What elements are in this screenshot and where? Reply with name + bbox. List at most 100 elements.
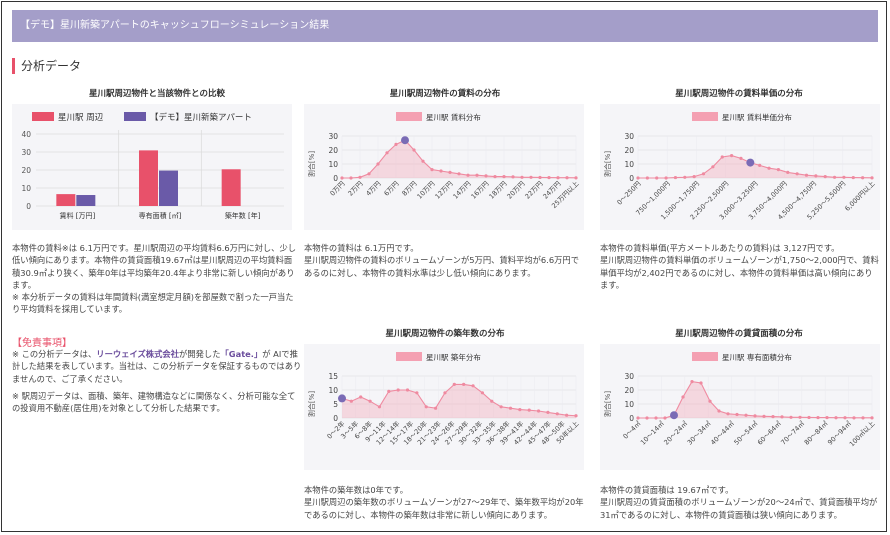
data-point <box>484 174 488 178</box>
chart-legend: 星川駅 賃料単価分布 <box>692 112 792 122</box>
data-point <box>511 175 515 179</box>
x-tick-label: 30～34㎡ <box>685 419 713 447</box>
disclaimer-paragraph-1: ※ この分析データは、リーウェイズ株式会社が開発した「Gate.」が AIで推計… <box>12 348 302 385</box>
y-tick-label: 30 <box>624 132 634 141</box>
data-point <box>529 175 533 179</box>
x-tick-label: 18万円 <box>487 179 508 200</box>
x-tick-label: 0万円 <box>328 179 346 197</box>
data-point <box>816 415 820 420</box>
area-dist-chart: 星川駅 専有面積分布 割合[%] 0 10 20 30 0～4㎡ 10～14㎡ 20～24㎡ 30… <box>600 344 880 470</box>
data-point <box>368 399 372 403</box>
data-point <box>645 176 649 180</box>
data-point <box>870 416 874 420</box>
data-point <box>861 416 865 420</box>
data-point <box>415 391 419 395</box>
legend-label: 星川駅 賃料分布 <box>426 112 481 122</box>
age-dist-description: 本物件の築年数は0年です。 星川駅周辺の築年数のボリュームゾーンが27～29年で… <box>304 485 584 520</box>
legend-swatch-area <box>32 112 54 121</box>
y-axis-label: 割合[%] <box>307 391 316 417</box>
chart-legend: 星川駅 専有面積分布 <box>692 352 792 362</box>
legend-swatch <box>396 112 422 121</box>
y-tick-label: 15 <box>328 372 338 381</box>
y-tick-label: 10 <box>328 386 338 395</box>
data-point <box>349 176 353 180</box>
property-marker <box>338 394 346 403</box>
data-point <box>717 409 721 413</box>
data-point <box>870 176 874 180</box>
data-point <box>367 172 371 176</box>
data-point <box>767 166 771 170</box>
data-point <box>861 176 865 180</box>
data-point <box>663 416 667 420</box>
y-tick-label: 0 <box>629 174 634 183</box>
x-tick-label: 20～24㎡ <box>662 419 690 447</box>
data-point <box>655 176 659 180</box>
data-point <box>814 174 818 178</box>
data-point <box>377 405 382 409</box>
data-point <box>546 410 550 414</box>
data-point <box>518 408 522 412</box>
legend-swatch-property <box>124 112 146 121</box>
x-tick-label: 6万円 <box>382 179 400 197</box>
x-tick-label: 2万円 <box>346 179 364 197</box>
property-marker <box>746 158 755 167</box>
data-point <box>424 405 428 409</box>
bar-property <box>76 195 96 206</box>
y-axis-label: 割合[%] <box>603 151 612 177</box>
x-tick-label: 16万円 <box>469 179 490 200</box>
property-marker <box>401 136 409 145</box>
x-tick-label: 22万円 <box>523 179 544 200</box>
legend-swatch <box>692 112 718 121</box>
unit-dist-title: 星川駅周辺物件の賃料単価の分布 <box>675 89 803 99</box>
legend-swatch <box>396 352 422 361</box>
data-point <box>699 381 703 385</box>
data-point <box>536 409 541 413</box>
data-point <box>730 154 734 158</box>
data-point <box>842 175 846 179</box>
compare-description: 本物件の賃料※は 6.1万円です。星川駅周辺の平均賃料6.6万円に対し、少し低い… <box>12 243 297 315</box>
area-dist-title: 星川駅周辺物件の賃貸面積の分布 <box>675 329 803 339</box>
x-tick-label: 6,000円以上 <box>843 179 877 213</box>
data-point <box>683 175 687 179</box>
y-tick-label: 20 <box>328 146 338 155</box>
rent-dist-chart: 星川駅 賃料分布 割合[%] 0 10 20 30 0万円 2万円 4万円 6万円 8万円 10万円 1… <box>304 104 584 230</box>
compare-bars <box>56 150 241 206</box>
x-tick-label: 4万円 <box>364 179 382 197</box>
data-point <box>739 156 743 160</box>
data-point <box>807 415 811 420</box>
x-tick-label: 10万円 <box>415 179 436 200</box>
rent-dist-description: 本物件の賃料は 6.1万円です。 星川駅周辺物件の賃料のボリュームゾーンが5万円… <box>304 243 580 278</box>
property-marker <box>670 411 678 420</box>
y-tick-label: 0 <box>629 414 634 423</box>
report-header: 【デモ】星川新築アパートのキャッシュフローシミュレーション結果 <box>12 10 878 42</box>
compare-grid: 0 10 20 30 40 <box>21 130 284 211</box>
data-point <box>520 175 524 179</box>
data-point <box>753 414 757 418</box>
data-point <box>493 175 497 179</box>
y-tick-label: 30 <box>328 132 338 141</box>
compare-chart-title: 星川駅周辺物件と当該物件との比較 <box>89 89 225 99</box>
y-tick-label: 20 <box>21 166 31 175</box>
unit-dist-chart: 星川駅 賃料単価分布 割合[%] 0 10 20 30 0～250円 750～1,000円 1,… <box>600 104 880 230</box>
data-point <box>776 168 780 172</box>
y-tick-label: 20 <box>624 146 634 155</box>
data-point <box>538 175 542 180</box>
y-tick-label: 0 <box>333 174 338 183</box>
category-label: 賃料 [万円] <box>59 211 95 220</box>
data-point <box>547 175 551 180</box>
data-point <box>771 415 775 419</box>
category-label: 専有面積 [㎡] <box>139 211 182 220</box>
data-point <box>394 142 398 146</box>
data-point <box>405 388 410 392</box>
data-point <box>502 175 506 179</box>
data-point <box>789 415 793 419</box>
data-point <box>673 175 678 180</box>
data-point <box>804 173 809 177</box>
y-tick-label: 10 <box>21 184 31 193</box>
data-point <box>843 416 847 420</box>
x-tick-label: 14万円 <box>451 179 472 200</box>
data-point <box>726 412 730 416</box>
data-point <box>565 413 569 417</box>
data-point <box>340 176 344 180</box>
